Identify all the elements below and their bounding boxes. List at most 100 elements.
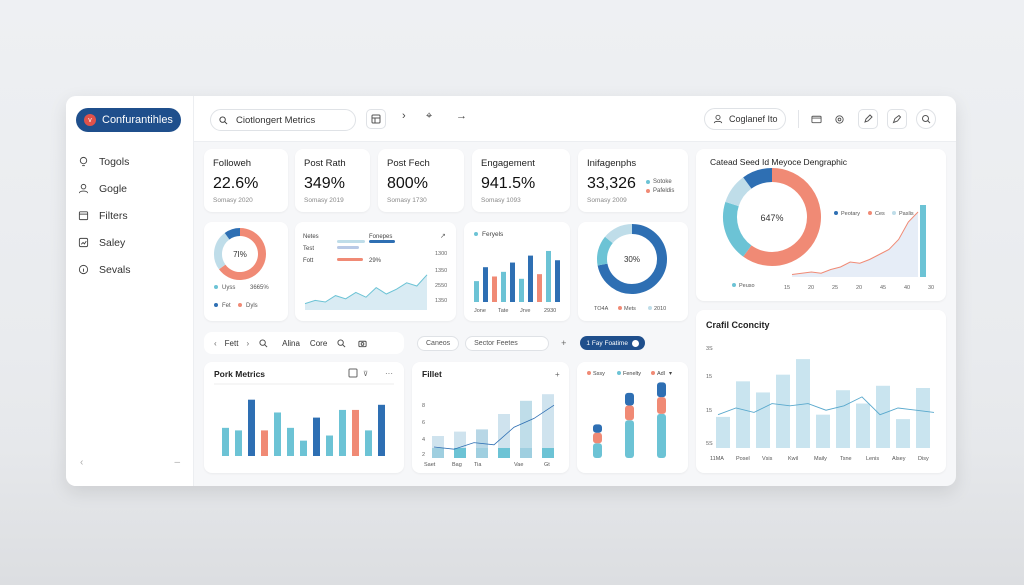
kpi-card-post-rath[interactable]: Post Rath 349% Somasy 2019 <box>295 149 370 212</box>
bar <box>716 416 730 448</box>
sector-filter-input[interactable]: Sector Feetes <box>465 335 550 351</box>
demographic-chart: Catead Seed Id Meyoce Dengraphic 647% Pe… <box>710 157 934 291</box>
kpi-card-followeh[interactable]: Followeh 22.6% Somasy 2020 <box>204 149 288 212</box>
add-icon[interactable]: + <box>555 370 560 379</box>
user-icon <box>78 183 89 194</box>
combo-chart: Crafil Cconcity 3S 15 15 5S 11MA Posel Vsi… <box>706 320 935 462</box>
filter-icon[interactable]: ⊽ <box>363 370 368 378</box>
row-value: Fonepes <box>369 234 392 240</box>
pen-button[interactable] <box>887 109 907 129</box>
bar-chart-card[interactable]: Feryels Jone Tate Jrve 2930 <box>464 222 570 321</box>
donut-card-30[interactable]: 30% TO4A Mets 2010 <box>578 222 688 321</box>
expand-icon[interactable]: ↗ <box>440 233 446 240</box>
legend-swatch <box>214 285 218 289</box>
legend-label: Feryels <box>482 231 504 238</box>
kpi-title: Post Rath <box>304 158 346 169</box>
demographic-panel[interactable]: Catead Seed Id Meyoce Dengraphic 647% Pe… <box>696 149 946 301</box>
search-icon[interactable] <box>337 338 346 348</box>
axis-tick-label: 2550 <box>435 283 447 289</box>
donut-segment <box>723 201 752 257</box>
move-icon[interactable]: ⌖ <box>426 110 433 122</box>
next-icon[interactable]: › <box>246 338 250 348</box>
sidebar-item-togols[interactable]: Togols <box>78 148 188 175</box>
prev-icon[interactable]: ‹ <box>214 338 217 348</box>
x-tick-label: Lenis <box>866 456 879 462</box>
bar <box>313 417 320 456</box>
forward-arrow-icon[interactable]: → <box>456 110 467 122</box>
stack-segment <box>625 420 634 458</box>
search-icon[interactable] <box>259 338 268 348</box>
filter-item[interactable]: Core <box>309 338 328 348</box>
edit-button[interactable] <box>858 109 878 129</box>
kpi-card-inifagenphs[interactable]: Inifagenphs 33,326 Somasy 2009 Sotoke Pa… <box>578 149 688 212</box>
sidebar-item-sevals[interactable]: Sevals <box>78 256 188 283</box>
legend-swatch <box>587 371 591 375</box>
camera-icon[interactable] <box>358 339 367 348</box>
legend-item: Sotoke <box>646 179 674 185</box>
filter-item[interactable]: Alina <box>282 338 300 348</box>
help-button[interactable] <box>916 109 936 129</box>
sidebar-item-saley[interactable]: Saley <box>78 229 188 256</box>
bar-chart: Feryels Jone Tate Jrve 2930 <box>474 231 560 314</box>
grid-view-button[interactable] <box>366 109 386 129</box>
legend-label: TO4A <box>594 306 609 312</box>
dashboard-window: v Confurantihles Togols Gogle Filters Sa… <box>66 96 956 486</box>
bar <box>756 392 770 448</box>
add-icon[interactable]: + <box>561 338 567 348</box>
x-tick-label: Posel <box>736 456 750 462</box>
export-icon[interactable] <box>348 368 358 378</box>
kpi-subtitle: Somasy 2009 <box>587 197 627 204</box>
bar <box>856 403 870 448</box>
more-icon[interactable]: – <box>174 457 180 468</box>
legend-label: Mets <box>624 306 636 312</box>
sidebar-nav: Togols Gogle Filters Saley Sevals <box>78 148 188 283</box>
kpi-subtitle: Somasy 2020 <box>213 197 253 204</box>
kpi-card-post-fech[interactable]: Post Fech 800% Somasy 1730 <box>378 149 464 212</box>
crafil-card[interactable]: Crafil Cconcity 3S 15 15 5S 11MA Posel Vsi… <box>696 310 946 473</box>
collapse-sidebar-icon[interactable]: ‹ <box>80 457 84 468</box>
x-tick-label: Vae <box>514 462 523 468</box>
series-lines-card[interactable]: Netes Fonepes Test Fott 29% ↗ 1300 1350 … <box>295 222 456 321</box>
profile-button[interactable]: Coglanef Ito <box>704 108 786 130</box>
filter-item[interactable]: Fett <box>224 338 239 348</box>
pork-metrics-card[interactable]: Pork Metrics ⊽ ··· <box>204 362 404 473</box>
sidebar-item-gogle[interactable]: Gogle <box>78 175 188 202</box>
legend-label: Fenelty <box>623 371 641 377</box>
donut-segments <box>597 224 667 294</box>
bar <box>542 394 554 458</box>
bar <box>352 409 359 456</box>
bar <box>916 388 930 448</box>
next-icon[interactable]: › <box>402 110 406 122</box>
x-tick-label: Tsne <box>840 456 852 462</box>
bar <box>326 435 333 456</box>
stack-segment <box>593 424 602 433</box>
pill-label: Caneos <box>426 339 451 347</box>
bar-chart: Pork Metrics ⊽ ··· <box>214 368 394 456</box>
folder-button[interactable] <box>806 109 826 129</box>
y-tick-label: 5S <box>706 441 713 447</box>
stack-segment <box>593 432 602 444</box>
x-tick-label: Gt <box>544 462 550 468</box>
settings-button[interactable] <box>829 109 849 129</box>
trend-line <box>791 211 919 275</box>
toggle-knob <box>631 339 639 347</box>
bar <box>816 414 830 448</box>
feature-toggle[interactable]: 1 Fay Foatime <box>580 336 645 350</box>
kpi-card-engagement[interactable]: Engagement 941.5% Somasy 1093 <box>472 149 570 212</box>
search-input[interactable]: Ciotlongert Metrics <box>210 109 356 131</box>
sidebar-item-filters[interactable]: Filters <box>78 202 188 229</box>
stacked-bar-card[interactable]: Sssy Fenelty Adl ▾ <box>577 362 688 473</box>
more-icon[interactable]: ··· <box>385 369 393 378</box>
donut-card-uyss[interactable]: 7I% Uyss 3665% Fet Dyls <box>204 222 288 321</box>
fillet-card[interactable]: Fillet + 8 6 4 2 Saet Bag Tia Vae Gt <box>412 362 569 473</box>
dropdown-chevron-icon[interactable]: ▾ <box>669 371 672 377</box>
sidebar-footer: ‹ – <box>80 457 180 468</box>
spike-bar <box>920 205 926 277</box>
donut-center-label: 647% <box>760 213 783 223</box>
sidebar-item-label: Sevals <box>99 263 131 276</box>
brand-button[interactable]: v Confurantihles <box>76 108 181 132</box>
filter-pill[interactable]: Caneos <box>417 335 460 351</box>
sidebar-item-label: Saley <box>99 236 126 249</box>
edit-icon <box>864 114 873 123</box>
x-tick-label: Vsis <box>762 456 773 462</box>
